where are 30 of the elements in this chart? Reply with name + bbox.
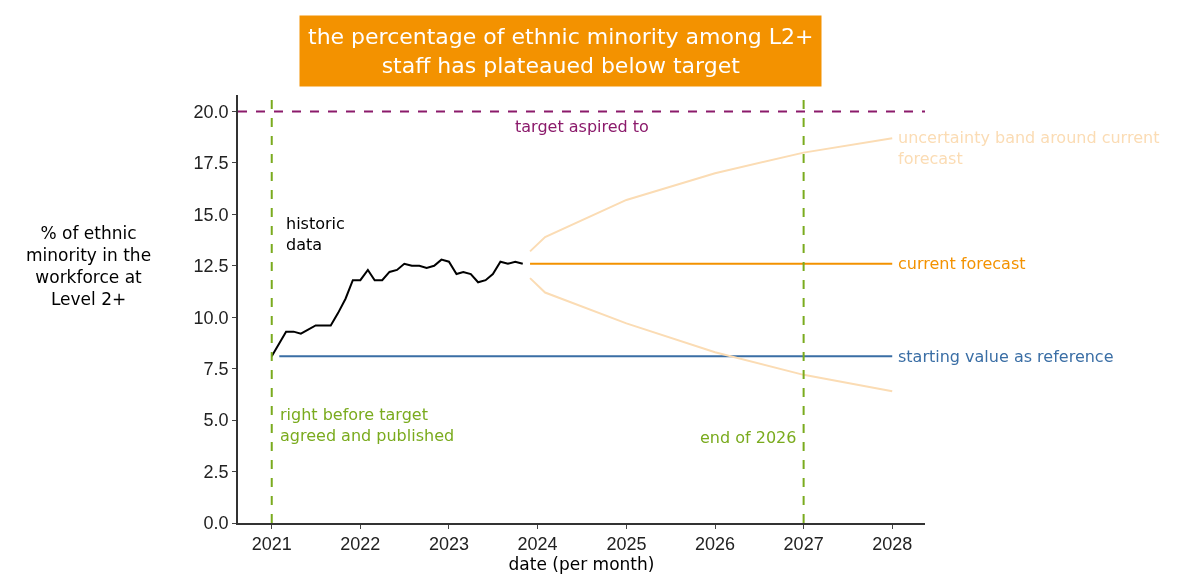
x-tick-label: 2025 bbox=[606, 534, 647, 555]
x-tick-label: 2023 bbox=[428, 534, 469, 555]
series-label: starting value as reference bbox=[898, 347, 1114, 366]
y-tick-label: 5.0 bbox=[203, 410, 229, 431]
line-series bbox=[270, 258, 524, 358]
y-tick-label: 2.5 bbox=[203, 461, 229, 482]
y-tick-label: 15.0 bbox=[193, 204, 229, 225]
series-label: uncertainty band around current forecast bbox=[898, 128, 1160, 168]
ref-line-label: end of 2026 bbox=[700, 428, 797, 447]
y-tick-label: 0.0 bbox=[203, 513, 229, 534]
ref-line-label: right before target agreed and published bbox=[280, 405, 455, 445]
x-tick-label: 2028 bbox=[872, 534, 913, 555]
x-tick-label: 2021 bbox=[251, 534, 292, 555]
x-tick-label: 2022 bbox=[340, 534, 381, 555]
x-axis-title: date (per month) bbox=[508, 554, 655, 575]
y-tick-label: 7.5 bbox=[203, 358, 229, 379]
y-tick-label: 12.5 bbox=[193, 256, 229, 277]
chart-title: the percentage of ethnic minority among L2+ staff has plateaued below target bbox=[308, 24, 814, 78]
line-series bbox=[529, 277, 894, 393]
x-tick-label: 2026 bbox=[695, 534, 736, 555]
y-tick-label: 17.5 bbox=[193, 153, 229, 174]
x-tick-label: 2024 bbox=[517, 534, 558, 555]
y-axis-title: % of ethnic minority in the workforce at Level 2+ bbox=[26, 223, 152, 310]
y-tick-label: 10.0 bbox=[193, 307, 229, 328]
y-tick-label: 20.0 bbox=[193, 101, 229, 122]
series-label: historic data bbox=[286, 214, 345, 254]
x-tick-label: 2027 bbox=[783, 534, 824, 555]
line-series bbox=[529, 137, 894, 253]
ref-line-label: target aspired to bbox=[515, 117, 649, 136]
series-label: current forecast bbox=[898, 254, 1026, 273]
